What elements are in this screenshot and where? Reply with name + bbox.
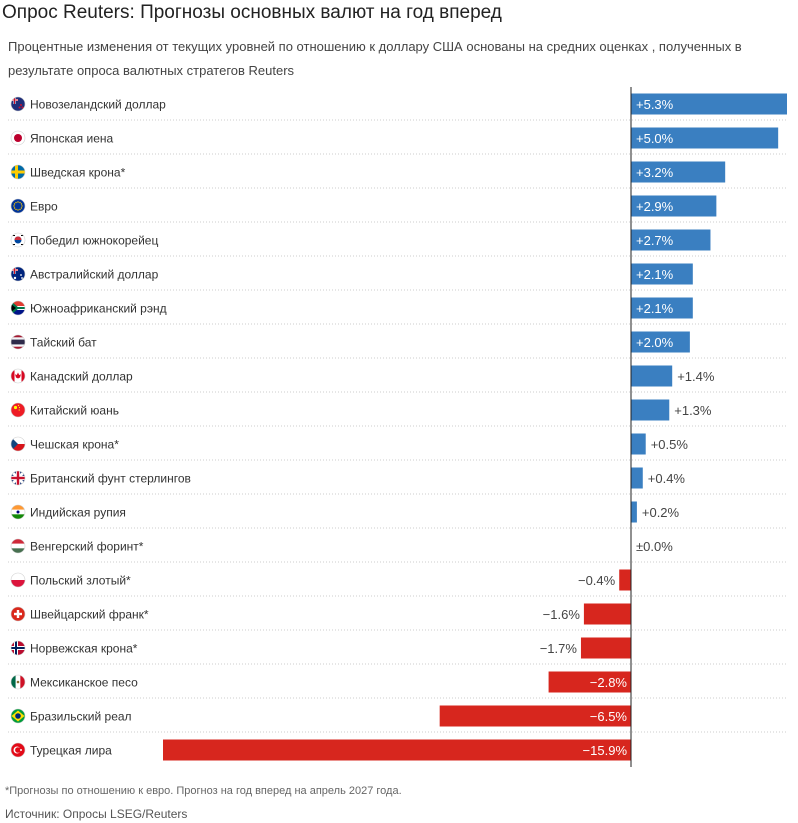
category-label: Мексиканское песо — [30, 676, 138, 690]
category-label: Турецкая лира — [30, 744, 112, 758]
norway-flag-icon — [10, 640, 26, 656]
chart-source: Источник: Опросы LSEG/Reuters — [5, 807, 188, 821]
value-label: −1.6% — [543, 607, 581, 622]
south-korea-flag-icon — [10, 232, 26, 248]
value-label: +3.2% — [636, 165, 674, 180]
positive-bar — [631, 229, 711, 251]
value-label: +2.9% — [636, 199, 674, 214]
value-label: +0.5% — [651, 437, 689, 452]
positive-bar — [631, 195, 717, 217]
category-label: Австралийский доллар — [30, 268, 159, 282]
positive-bar — [631, 297, 693, 319]
hungary-flag-icon — [10, 538, 26, 554]
category-label: Победил южнокорейец — [30, 234, 158, 248]
positive-bar — [631, 365, 673, 387]
value-label: +1.4% — [677, 369, 715, 384]
negative-bar — [580, 637, 631, 659]
czech-flag-icon — [10, 436, 26, 452]
category-label: Польский злотый* — [30, 574, 131, 588]
brazil-flag-icon — [10, 708, 26, 724]
category-label: Канадский доллар — [30, 370, 133, 384]
negative-bar — [163, 739, 631, 761]
canada-flag-icon — [10, 368, 26, 384]
negative-bar — [583, 603, 631, 625]
chart-title: Опрос Reuters: Прогнозы основных валют н… — [2, 2, 502, 23]
turkey-flag-icon — [10, 742, 26, 758]
chart-footnote: *Прогнозы по отношению к евро. Прогноз н… — [5, 785, 402, 797]
category-label: Шведская крона* — [30, 166, 126, 180]
category-label: Британский фунт стерлингов — [30, 472, 191, 486]
category-label: Японская иена — [30, 132, 113, 146]
category-label: Тайский бат — [30, 336, 97, 350]
positive-bar — [631, 399, 670, 421]
value-label: −2.8% — [590, 675, 628, 690]
category-label: Бразильский реал — [30, 710, 132, 724]
value-label: ±0.0% — [636, 539, 673, 554]
australia-flag-icon — [10, 266, 26, 282]
uk-flag-icon — [10, 470, 26, 486]
positive-bar — [631, 331, 690, 353]
positive-bar — [631, 501, 637, 523]
poland-flag-icon — [10, 572, 26, 588]
value-label: −1.7% — [540, 641, 578, 656]
positive-bar — [631, 127, 779, 149]
category-label: Новозеландский доллар — [30, 98, 166, 112]
south-africa-flag-icon — [10, 300, 26, 316]
value-label: +0.4% — [648, 471, 686, 486]
china-flag-icon — [10, 402, 26, 418]
category-label: Индийская рупия — [30, 506, 126, 520]
eu-flag-icon — [10, 198, 26, 214]
japan-flag-icon — [10, 130, 26, 146]
category-label: Южноафриканский рэнд — [30, 302, 167, 316]
category-label: Норвежская крона* — [30, 642, 138, 656]
positive-bar — [631, 263, 693, 285]
value-label: +1.3% — [674, 403, 712, 418]
category-label: Евро — [30, 200, 58, 214]
category-label: Венгерский форинт* — [30, 540, 144, 554]
value-label: +5.0% — [636, 131, 674, 146]
thailand-flag-icon — [10, 334, 26, 350]
chart-subtitle: Процентные изменения от текущих уровней … — [8, 39, 742, 78]
mexico-flag-icon — [10, 674, 26, 690]
value-label: +2.0% — [636, 335, 674, 350]
value-label: +2.1% — [636, 301, 674, 316]
positive-bar — [631, 433, 646, 455]
negative-bar — [548, 671, 631, 693]
value-label: +0.2% — [642, 505, 680, 520]
negative-bar — [619, 569, 631, 591]
switzerland-flag-icon — [10, 606, 26, 622]
value-label: +2.1% — [636, 267, 674, 282]
category-label: Чешская крона* — [30, 438, 119, 452]
category-label: Швейцарский франк* — [30, 608, 149, 622]
positive-bar — [631, 161, 726, 183]
negative-bar — [439, 705, 631, 727]
value-label: +2.7% — [636, 233, 674, 248]
value-label: −0.4% — [578, 573, 616, 588]
india-flag-icon — [10, 504, 26, 520]
positive-bar — [631, 93, 787, 115]
positive-bar — [631, 467, 643, 489]
value-label: +5.3% — [636, 97, 674, 112]
new-zealand-flag-icon — [10, 96, 26, 112]
value-label: −6.5% — [590, 709, 628, 724]
sweden-flag-icon — [10, 164, 26, 180]
category-label: Китайский юань — [30, 404, 119, 418]
value-label: −15.9% — [583, 743, 628, 758]
